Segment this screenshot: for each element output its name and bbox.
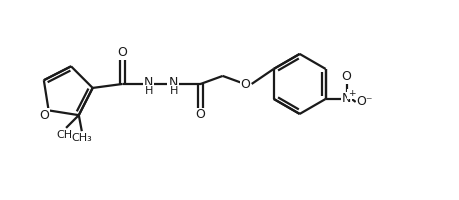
Text: CH₃: CH₃	[56, 130, 77, 140]
Text: O: O	[39, 109, 50, 122]
Text: O: O	[118, 46, 127, 59]
Text: +: +	[347, 89, 355, 98]
Text: O: O	[196, 108, 205, 121]
Text: N: N	[168, 76, 178, 89]
Text: O: O	[341, 70, 351, 83]
Text: H: H	[144, 86, 152, 96]
Text: O⁻: O⁻	[356, 95, 372, 108]
Text: N: N	[341, 92, 351, 105]
Text: CH₃: CH₃	[71, 133, 92, 143]
Text: N: N	[144, 76, 153, 89]
Text: H: H	[169, 86, 178, 96]
Text: O: O	[240, 78, 250, 91]
